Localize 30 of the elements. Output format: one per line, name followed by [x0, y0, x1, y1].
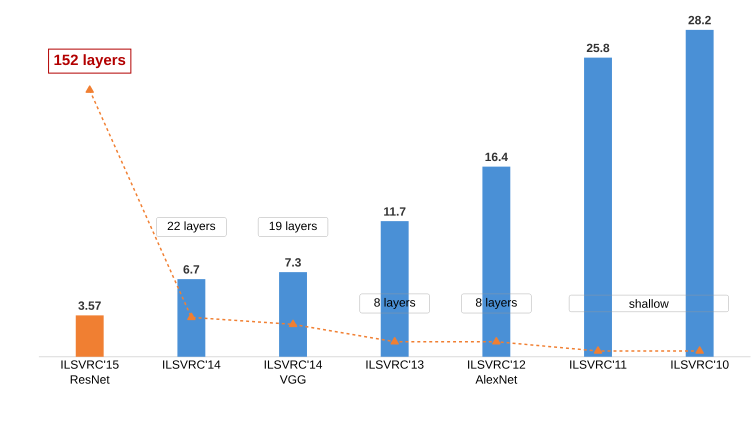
bar: [177, 279, 206, 358]
point: [390, 337, 399, 345]
x-tick-label: ILSVRC'11: [570, 360, 626, 369]
data-label: 28.2: [688, 16, 711, 25]
x-tick-label: ILSVRC'14 VGG: [264, 360, 322, 384]
x-tick-label: ILSVRC'14: [163, 360, 220, 369]
annotation: 19 layers: [270, 222, 317, 233]
x-tick-label: ILSVRC'15 ResNet: [61, 360, 119, 384]
point: [288, 320, 298, 328]
annotation: shallow: [629, 299, 669, 308]
annotation: 152 layers: [54, 54, 126, 68]
point: [86, 86, 94, 94]
data-label: 6.7: [183, 265, 200, 274]
bar: [584, 58, 612, 358]
data-label: 25.8: [586, 44, 610, 52]
data-label: 7.3: [285, 258, 301, 267]
data-label: 16.4: [485, 152, 508, 162]
data-label: 3.57: [78, 302, 101, 310]
point: [695, 346, 704, 354]
bar: [76, 316, 104, 358]
x-tick-label: ILSVRC'12 AlexNet: [468, 360, 526, 384]
point: [594, 346, 602, 354]
point: [492, 337, 501, 345]
bar: [279, 272, 307, 358]
x-tick-label: ILSVRC'10: [671, 360, 729, 369]
annotation: 22 layers: [168, 222, 216, 233]
data-label: 11.7: [384, 208, 406, 216]
x-tick-label: ILSVRC'13: [366, 360, 424, 369]
point: [187, 312, 196, 320]
bar: [686, 30, 714, 358]
